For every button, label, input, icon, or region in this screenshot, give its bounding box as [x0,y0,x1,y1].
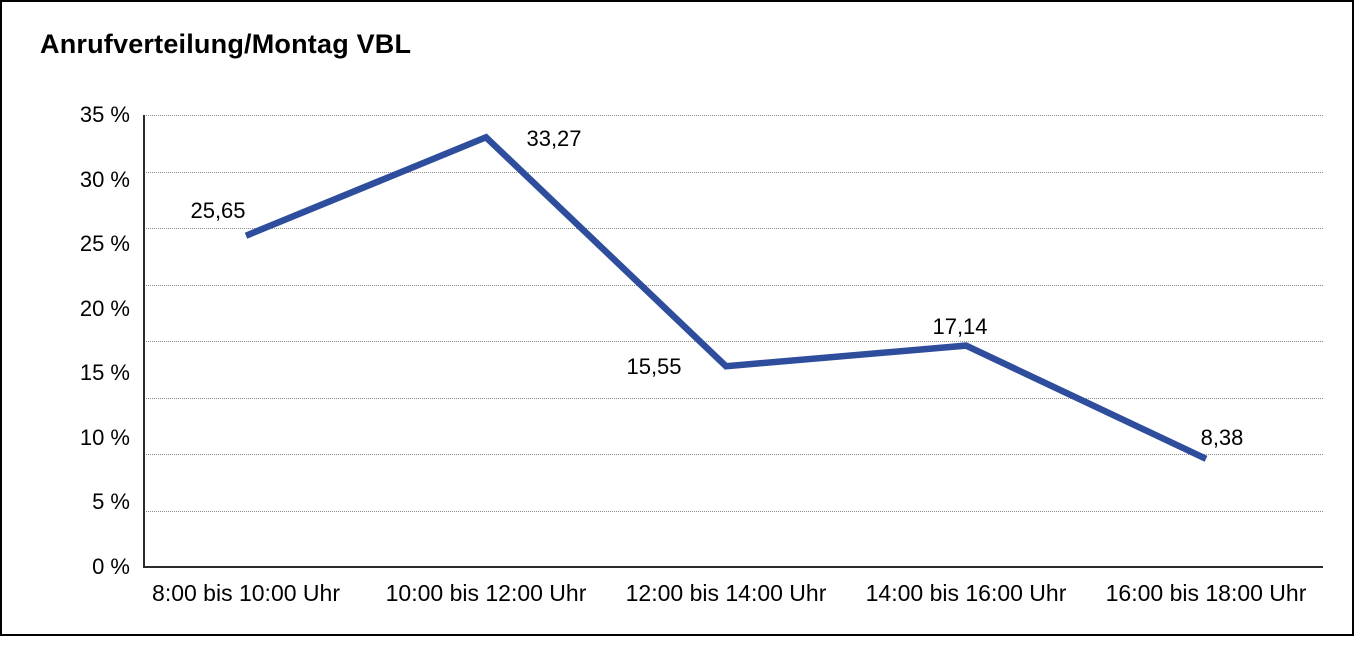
horizontal-gridline [144,115,1323,116]
x-axis-line [143,566,1323,568]
y-axis-tick-label: 20 % [79,295,130,321]
y-axis-tick-label: 10 % [79,424,130,450]
horizontal-gridline [144,284,1323,286]
y-axis-tick-label: 15 % [79,360,130,386]
x-axis-category-label: 12:00 bis 14:00 Uhr [625,580,827,606]
y-axis-tick-label: 5 % [92,489,130,515]
data-value-label: 8,38 [1200,424,1244,450]
y-axis-tick-label: 30 % [79,166,130,192]
horizontal-gridline [144,171,1323,173]
horizontal-gridline [144,341,1323,342]
x-axis-category-label: 14:00 bis 16:00 Uhr [865,580,1067,606]
data-value-label: 15,55 [626,354,682,380]
x-axis-category-label: 8:00 bis 10:00 Uhr [152,580,340,606]
horizontal-gridline [144,454,1323,455]
data-value-label: 17,14 [932,313,988,339]
x-axis-category-label: 10:00 bis 12:00 Uhr [385,580,587,606]
chart-title: Anrufverteilung/Montag VBL [40,29,412,59]
y-axis-line [143,115,145,567]
data-value-label: 33,27 [526,126,582,152]
horizontal-gridline [144,510,1323,512]
horizontal-gridline [144,397,1323,399]
y-axis-tick-label: 25 % [79,231,130,257]
y-axis-tick-label: 0 % [92,554,130,579]
x-axis-category-label: 16:00 bis 18:00 Uhr [1105,580,1307,606]
data-value-label: 25,65 [190,197,246,223]
horizontal-gridline [144,228,1323,229]
y-axis-tick-label: 35 % [79,102,130,127]
series-polyline [244,133,1208,462]
